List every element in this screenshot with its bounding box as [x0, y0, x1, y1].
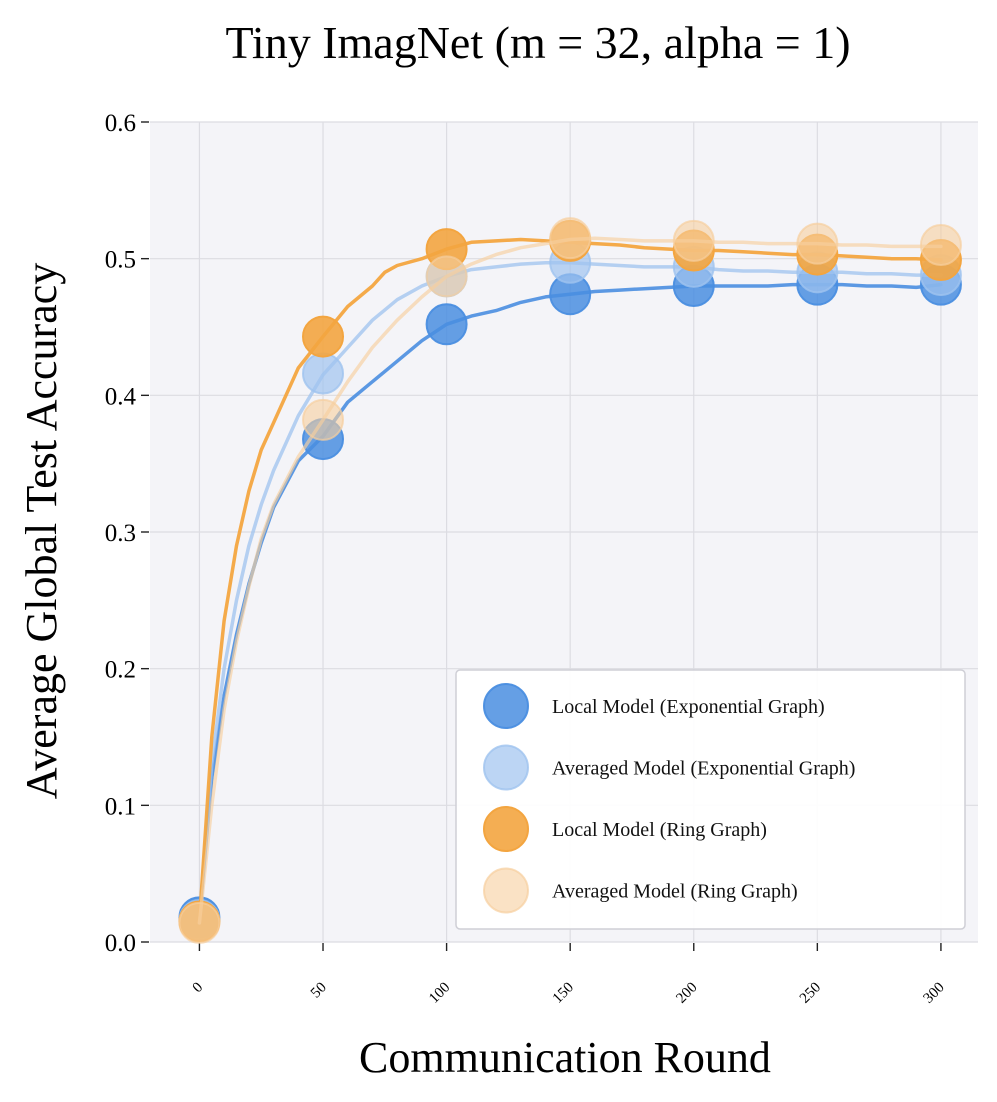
axes: 0.00.10.20.30.40.50.60 50 100 150 200 250 300 [105, 110, 948, 1007]
y-tick-label: 0.2 [105, 657, 136, 684]
data-point-marker [302, 398, 345, 441]
legend-marker [483, 806, 529, 852]
legend-marker [483, 867, 529, 914]
series-4 [178, 217, 962, 944]
y-tick-label: 0.4 [105, 383, 137, 410]
legend-label: Local Model (Ring Graph) [552, 819, 767, 841]
series-layer [178, 217, 962, 944]
legend-marker [483, 683, 529, 729]
data-point-marker [796, 222, 839, 265]
y-tick-label: 0.6 [105, 110, 136, 137]
data-point-marker [919, 224, 962, 266]
y-tick-label: 0.5 [105, 247, 136, 274]
legend-label: Local Model (Exponential Graph) [552, 696, 825, 718]
legend-label: Averaged Model (Ring Graph) [552, 881, 798, 903]
y-axis-label: Average Global Test Accuracy [17, 263, 66, 800]
data-point-marker [425, 303, 468, 346]
legend-marker [483, 744, 529, 791]
data-point-marker [302, 315, 345, 358]
data-point-marker [425, 255, 468, 298]
data-point-marker [302, 352, 345, 395]
legend-label: Averaged Model (Exponential Graph) [552, 758, 855, 780]
x-axis-label: Communication Round [359, 1033, 771, 1082]
legend-box [455, 669, 966, 930]
data-point-marker [672, 219, 715, 262]
data-point-marker [178, 901, 221, 944]
legend: Local Model (Exponential Graph) Averaged … [455, 669, 966, 930]
y-tick-label: 0.3 [105, 520, 136, 547]
chart-title: Tiny ImagNet (m = 32, alpha = 1) [225, 17, 850, 68]
y-tick-label: 0.0 [105, 930, 136, 957]
data-point-marker [549, 217, 592, 260]
y-tick-label: 0.1 [105, 793, 136, 820]
